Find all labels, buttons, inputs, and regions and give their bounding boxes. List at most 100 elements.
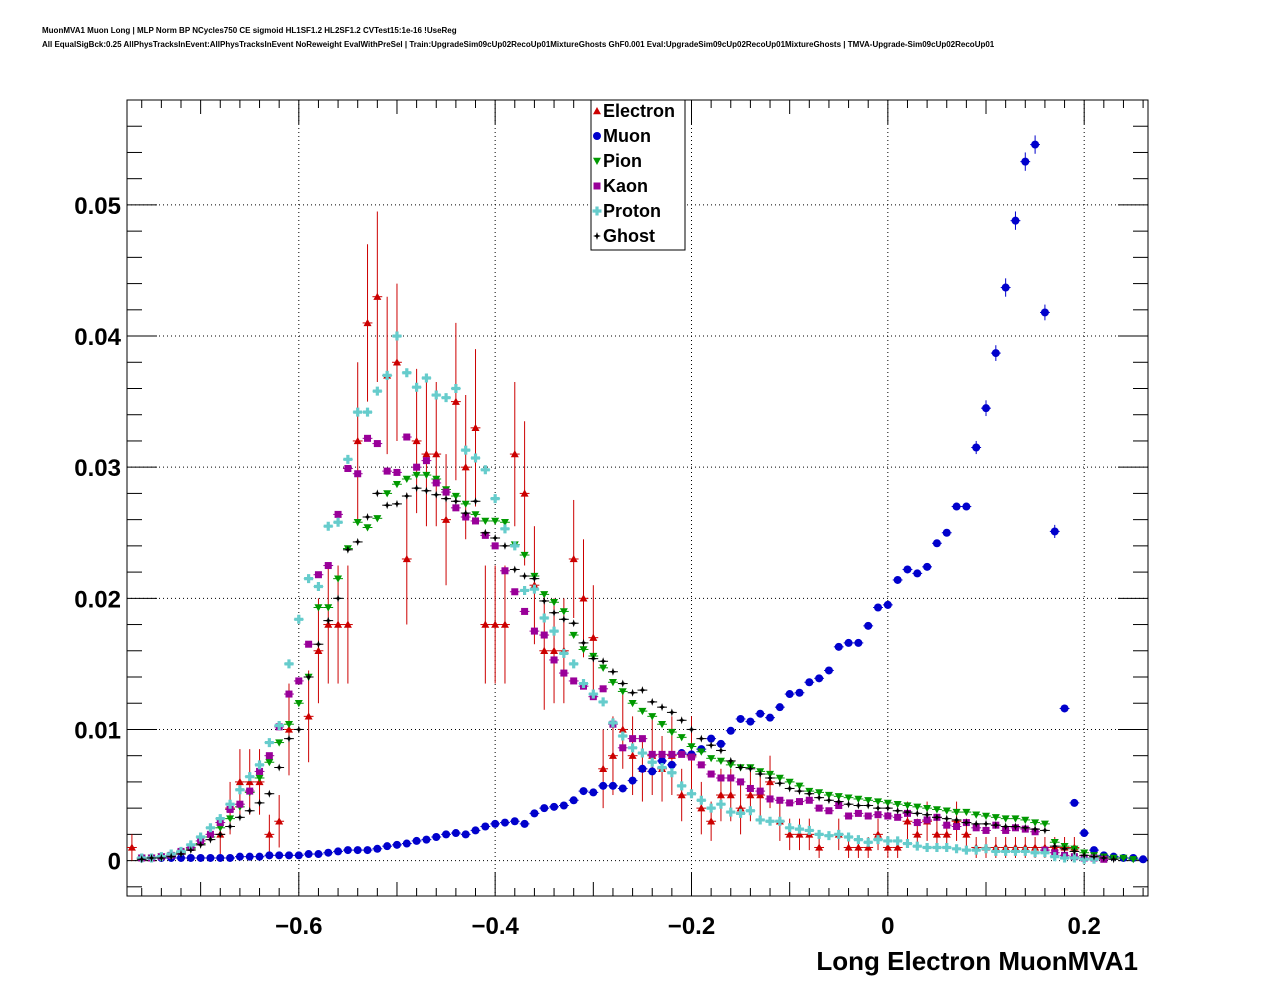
pion-point <box>844 794 853 802</box>
electron-point <box>392 358 401 366</box>
muon-point <box>648 767 657 776</box>
ghost-point <box>962 818 971 827</box>
pion-point <box>226 815 235 823</box>
ghost-point <box>687 725 696 734</box>
electron-point <box>334 620 343 628</box>
ghost-point <box>461 509 470 518</box>
muon-point <box>952 502 961 511</box>
ghost-point <box>216 830 225 839</box>
pion-point <box>481 517 490 525</box>
proton-point <box>372 386 382 396</box>
muon-point <box>275 851 284 860</box>
muon-point <box>785 690 794 699</box>
muon-point <box>942 528 951 537</box>
ghost-point <box>275 763 284 772</box>
muon-point <box>530 809 539 818</box>
electron-point <box>756 791 765 799</box>
proton-point <box>294 614 304 624</box>
kaon-point <box>619 744 627 752</box>
proton-point <box>736 808 746 818</box>
ghost-point <box>510 565 519 574</box>
ghost-point <box>932 813 941 822</box>
ghost-point <box>707 741 716 750</box>
ghost-point <box>1040 826 1049 835</box>
muon-point <box>1040 308 1049 317</box>
muon-point <box>874 603 883 612</box>
pion-point <box>559 608 568 616</box>
muon-point <box>186 853 195 862</box>
proton-point <box>451 384 461 394</box>
proton-point <box>726 807 736 817</box>
proton-point <box>981 844 991 854</box>
chart-title-line-2: All EqualSigBck:0.25 AllPhysTracksInEven… <box>42 40 995 49</box>
proton-point <box>647 757 657 767</box>
proton-point <box>853 835 863 845</box>
muon-point <box>284 851 293 860</box>
legend-marker-proton <box>592 206 602 216</box>
ghost-point <box>599 657 608 666</box>
kaon-point <box>206 830 214 838</box>
pion-point <box>540 591 549 599</box>
muon-point <box>716 739 725 748</box>
kaon-point <box>354 470 362 478</box>
proton-point <box>382 370 392 380</box>
ghost-point <box>854 801 863 810</box>
proton-point <box>245 772 255 782</box>
proton-point <box>608 718 618 728</box>
electron-point <box>343 620 352 628</box>
muon-point <box>844 638 853 647</box>
ghost-point <box>913 809 922 818</box>
electron-point <box>815 843 824 851</box>
pion-point <box>1119 854 1128 862</box>
ghost-point <box>785 784 794 793</box>
proton-point <box>588 689 598 699</box>
muon-point <box>795 688 804 697</box>
legend-marker-pion <box>593 157 601 165</box>
proton-point <box>844 832 854 842</box>
muon-point <box>1031 140 1040 149</box>
electron-point <box>275 817 284 825</box>
proton-point <box>775 816 785 826</box>
kaon-point <box>648 750 656 758</box>
muon-point <box>991 349 1000 358</box>
muon-point <box>343 846 352 855</box>
ghost-point <box>383 501 392 510</box>
muon-point <box>304 850 313 859</box>
pion-point <box>883 799 892 807</box>
ghost-point <box>1031 825 1040 834</box>
kaon-point <box>491 542 499 550</box>
y-tick-label: 0.02 <box>74 586 121 613</box>
ghost-point <box>726 756 735 765</box>
electron-point <box>844 843 853 851</box>
pion-point <box>864 797 873 805</box>
ghost-point <box>579 638 588 647</box>
ghost-point <box>638 686 647 695</box>
kaon-point <box>373 440 381 448</box>
kaon-point <box>560 669 568 677</box>
electron-point <box>874 830 883 838</box>
electron-point <box>353 436 362 445</box>
muon-point <box>451 829 460 838</box>
kaon-point <box>511 588 519 596</box>
ghost-point <box>923 810 932 819</box>
pion-point <box>1129 856 1138 864</box>
pion-point <box>824 791 833 800</box>
pion-point <box>707 755 716 763</box>
kaon-point <box>570 677 578 685</box>
y-tick-label: 0.05 <box>74 193 121 220</box>
electron-point <box>716 791 725 799</box>
ghost-point <box>1109 855 1118 864</box>
pion-point <box>785 778 794 786</box>
electron-point <box>373 292 382 300</box>
pion-point <box>334 575 343 583</box>
proton-point <box>794 824 804 834</box>
ghost-point <box>775 779 784 788</box>
x-tick-label: −0.4 <box>471 913 519 940</box>
kaon-point <box>521 607 529 615</box>
electron-point <box>677 791 686 799</box>
pion-point <box>392 481 401 489</box>
muon-point <box>550 802 559 811</box>
ghost-point <box>1011 822 1020 831</box>
kaon-point <box>413 463 421 471</box>
proton-point <box>353 407 363 417</box>
